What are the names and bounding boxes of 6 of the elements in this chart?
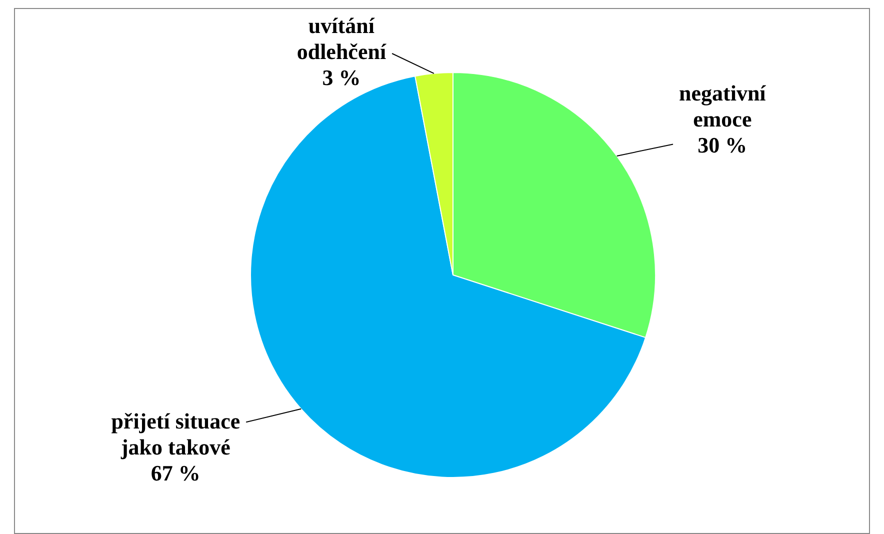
data-label: 67 % [150,460,200,486]
data-label: 3 % [322,65,361,90]
slice-label: uvítání odlehčení [296,13,387,64]
slice-label: přijetí situace jako takové [111,408,240,460]
slice-label: negativní emoce [679,80,767,132]
data-label: 30 % [698,132,748,158]
